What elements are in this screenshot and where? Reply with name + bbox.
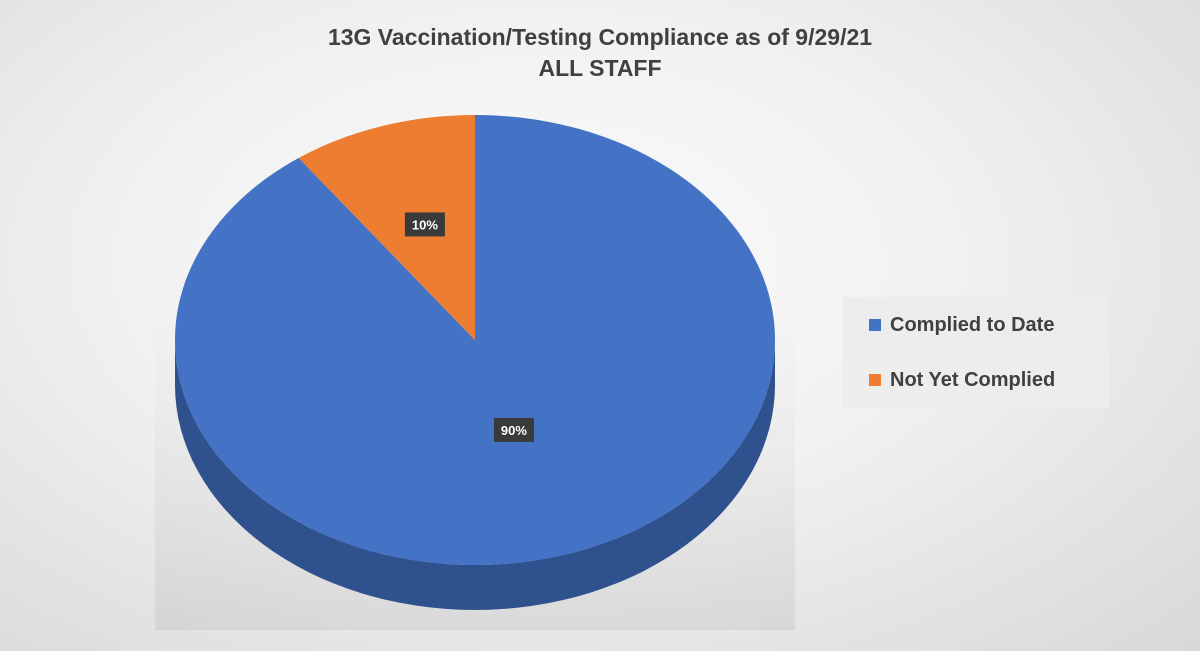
pie-slice-not-complied	[298, 115, 475, 340]
legend-item-not-complied: Not Yet Complied	[869, 366, 1109, 394]
legend-label-complied: Complied to Date	[890, 313, 1055, 336]
pie-sides	[175, 340, 775, 610]
pie-slices	[174, 115, 776, 565]
legend-swatch-not-complied	[869, 374, 881, 386]
data-label-text-complied: 90%	[501, 423, 527, 438]
chart-subtitle: ALL STAFF	[538, 55, 662, 81]
chart-title-block: 13G Vaccination/Testing Compliance as of…	[0, 22, 1200, 84]
data-label-box-complied	[493, 417, 534, 442]
chart-legend: Complied to Date Not Yet Complied	[843, 297, 1109, 408]
chart-title: 13G Vaccination/Testing Compliance as of…	[327, 24, 873, 50]
legend-swatch-complied	[869, 319, 881, 331]
data-label-box-not-complied	[404, 212, 445, 237]
data-label-text-not-complied: 10%	[412, 217, 438, 232]
pie-slice-complied	[174, 115, 776, 565]
data-label-complied: 90%	[493, 417, 534, 442]
data-label-not-complied: 10%	[404, 212, 445, 237]
legend-label-not-complied: Not Yet Complied	[890, 368, 1056, 391]
legend-item-complied: Complied to Date	[869, 311, 1109, 339]
pie-side-complied	[175, 340, 775, 610]
pie-data-labels: 90% 10%	[404, 212, 534, 442]
